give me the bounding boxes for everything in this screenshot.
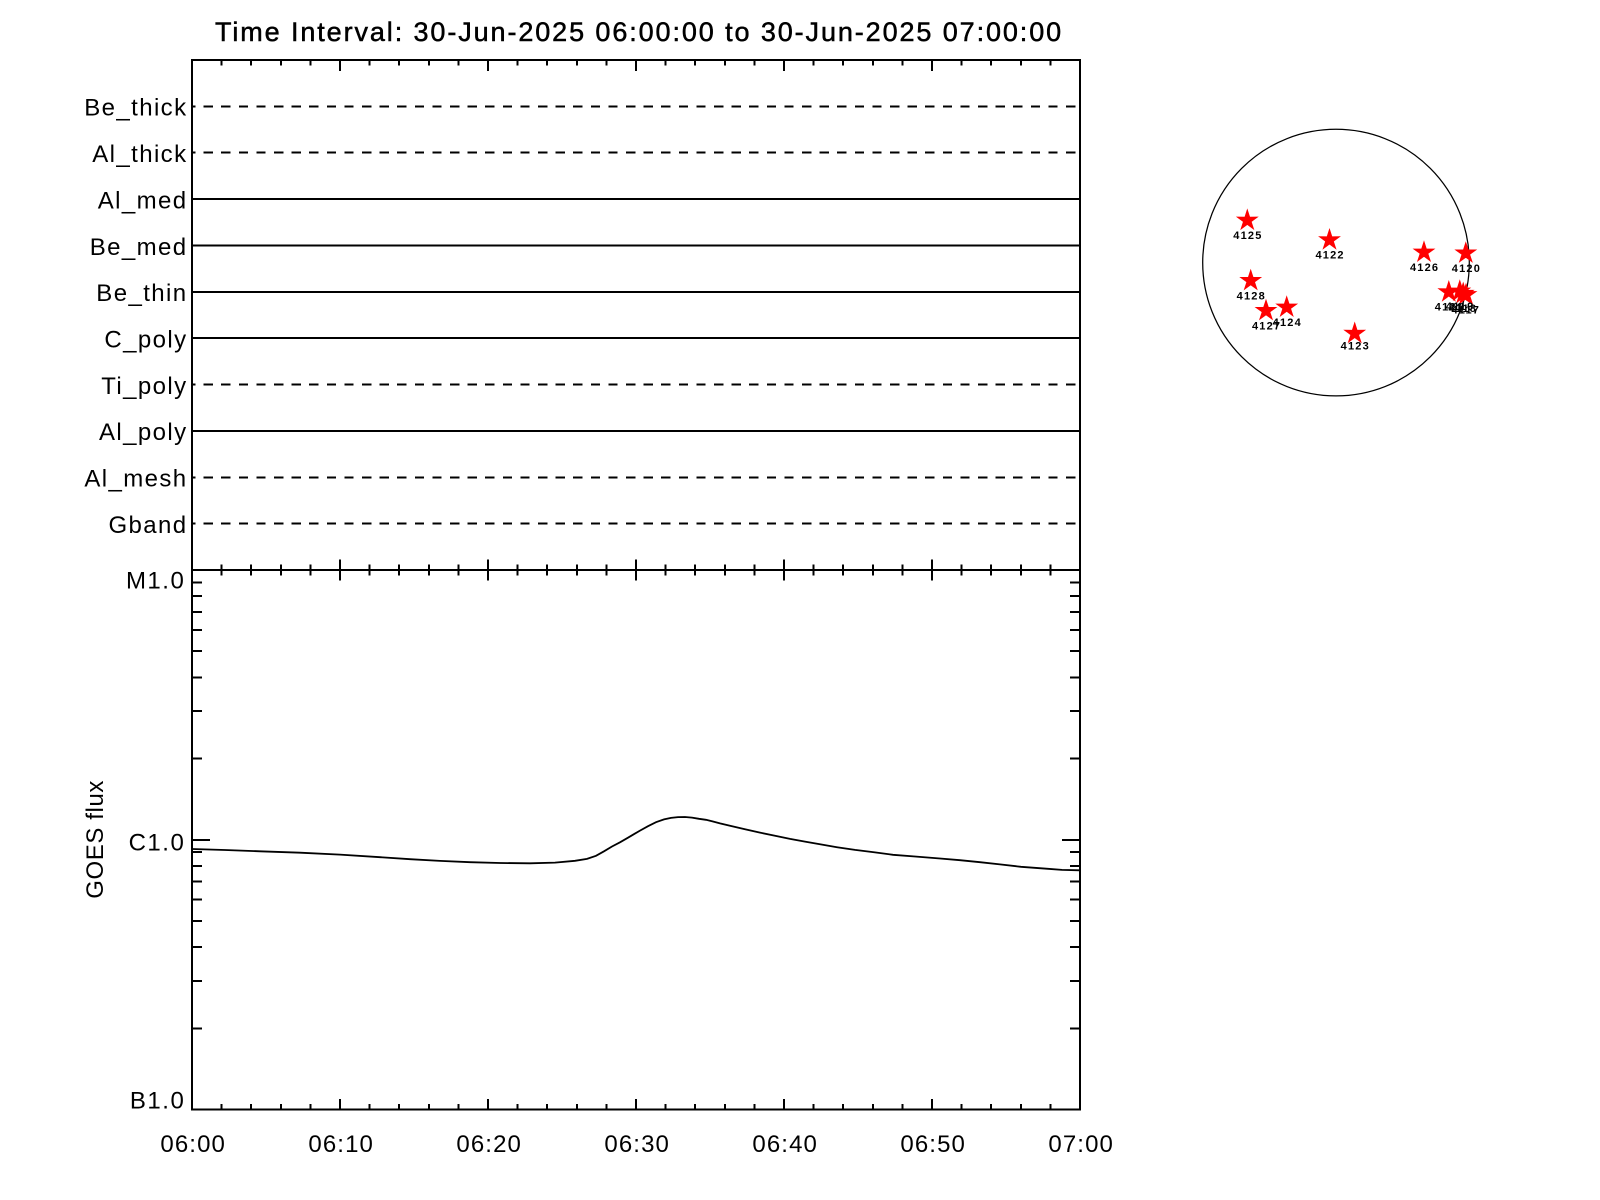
svg-text:06:20: 06:20	[456, 1131, 522, 1158]
svg-text:4125: 4125	[1233, 230, 1262, 242]
svg-text:06:30: 06:30	[604, 1131, 670, 1158]
svg-text:4117: 4117	[1451, 304, 1480, 316]
svg-text:C1.0: C1.0	[129, 829, 186, 856]
svg-text:07:00: 07:00	[1048, 1131, 1114, 1158]
svg-text:4126: 4126	[1410, 262, 1439, 274]
svg-text:M1.0: M1.0	[126, 568, 185, 595]
svg-text:Al_poly: Al_poly	[99, 419, 188, 446]
svg-text:4119: 4119	[1446, 301, 1475, 313]
svg-text:06:50: 06:50	[900, 1131, 966, 1158]
svg-text:Al_thick: Al_thick	[92, 141, 187, 168]
svg-text:Gband: Gband	[108, 512, 187, 539]
svg-text:4120: 4120	[1452, 263, 1481, 275]
svg-text:4121: 4121	[1435, 302, 1464, 314]
svg-text:06:10: 06:10	[308, 1131, 374, 1158]
svg-text:4124: 4124	[1273, 317, 1302, 329]
svg-text:06:40: 06:40	[752, 1131, 818, 1158]
svg-text:06:00: 06:00	[160, 1131, 226, 1158]
svg-text:4127: 4127	[1252, 320, 1281, 332]
svg-text:Be_thin: Be_thin	[96, 280, 187, 307]
svg-text:Ti_poly: Ti_poly	[101, 373, 187, 400]
svg-text:Al_mesh: Al_mesh	[84, 466, 187, 493]
svg-text:GOES flux: GOES flux	[82, 780, 109, 899]
svg-text:Al_med: Al_med	[98, 187, 188, 214]
svg-text:4128: 4128	[1237, 290, 1266, 302]
svg-text:B1.0: B1.0	[130, 1088, 185, 1115]
svg-text:Be_thick: Be_thick	[84, 95, 187, 122]
svg-text:C_poly: C_poly	[104, 326, 187, 353]
svg-text:4118: 4118	[1448, 303, 1477, 315]
svg-text:Time Interval: 30-Jun-2025 06:: Time Interval: 30-Jun-2025 06:00:00 to 3…	[215, 17, 1063, 47]
svg-text:4123: 4123	[1341, 340, 1370, 352]
svg-text:4122: 4122	[1315, 250, 1344, 262]
svg-text:Be_med: Be_med	[90, 234, 188, 261]
